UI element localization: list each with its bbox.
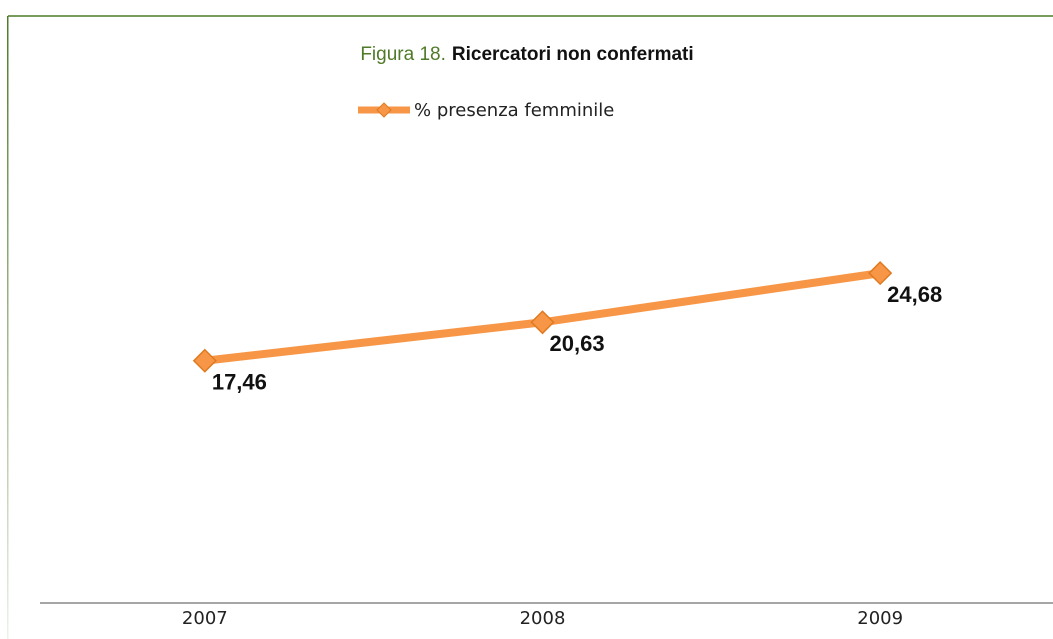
x-tick-label: 2008: [520, 608, 566, 629]
x-tick-label: 2007: [182, 608, 228, 629]
point-marker: [192, 348, 217, 373]
point-marker: [868, 261, 893, 286]
data-label: 20,63: [550, 331, 605, 356]
x-tick-label: 2009: [857, 608, 903, 629]
legend-marker: [376, 102, 392, 118]
point-marker: [530, 310, 555, 335]
chart-title: Figura 18. Ricercatori non confermati: [360, 44, 693, 65]
frame-left: [7, 16, 9, 639]
legend-label: % presenza femminile: [414, 100, 614, 121]
title-text: Ricercatori non confermati: [452, 44, 694, 65]
figure-label: Figura 18.: [360, 44, 446, 65]
data-label: 24,68: [887, 282, 942, 307]
data-label: 17,46: [212, 370, 267, 395]
